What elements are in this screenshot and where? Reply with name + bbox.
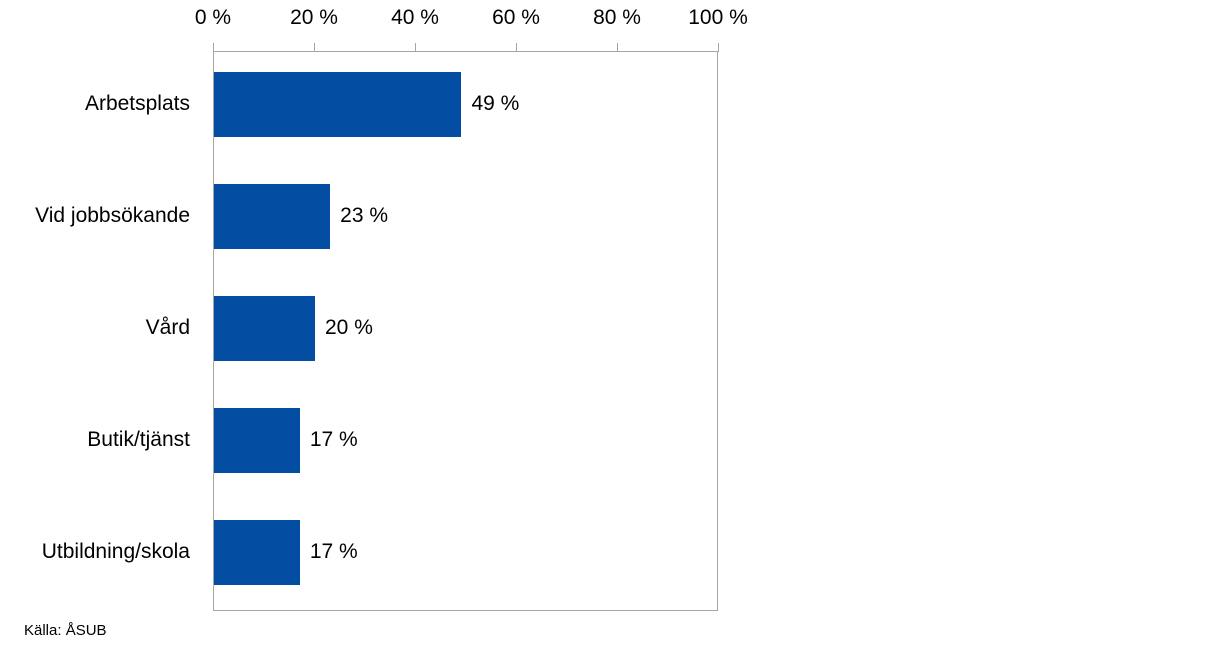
value-label: 23 % [340,204,389,227]
source-note: Källa: ÅSUB [24,622,107,639]
bar [214,408,300,473]
value-label: 49 % [471,92,520,115]
category-label: Arbetsplats [84,92,190,115]
value-label: 17 % [309,428,358,451]
category-label: Utbildning/skola [41,540,190,563]
x-axis-tick [718,43,719,52]
x-axis-tick-label: 80 % [593,6,641,29]
bar [214,296,315,361]
x-axis-tick [415,43,416,52]
category-label: Vid jobbsökande [35,204,190,227]
x-axis-tick-label: 40 % [391,6,439,29]
bar [214,520,300,585]
bar [214,72,462,137]
value-label: 17 % [309,540,358,563]
category-label: Butik/tjänst [87,428,190,451]
x-axis-tick-label: 0 % [194,6,232,29]
x-axis-tick [617,43,618,52]
x-axis-tick [213,43,214,52]
x-axis-tick-label: 60 % [492,6,540,29]
x-axis-tick-label: 20 % [290,6,338,29]
plot-area [213,43,719,611]
category-label: Vård [145,316,190,339]
x-axis-tick [314,43,315,52]
x-axis-tick [516,43,517,52]
value-label: 20 % [325,316,373,339]
bar [214,184,331,249]
x-axis-tick-label: 100 % [688,6,748,29]
